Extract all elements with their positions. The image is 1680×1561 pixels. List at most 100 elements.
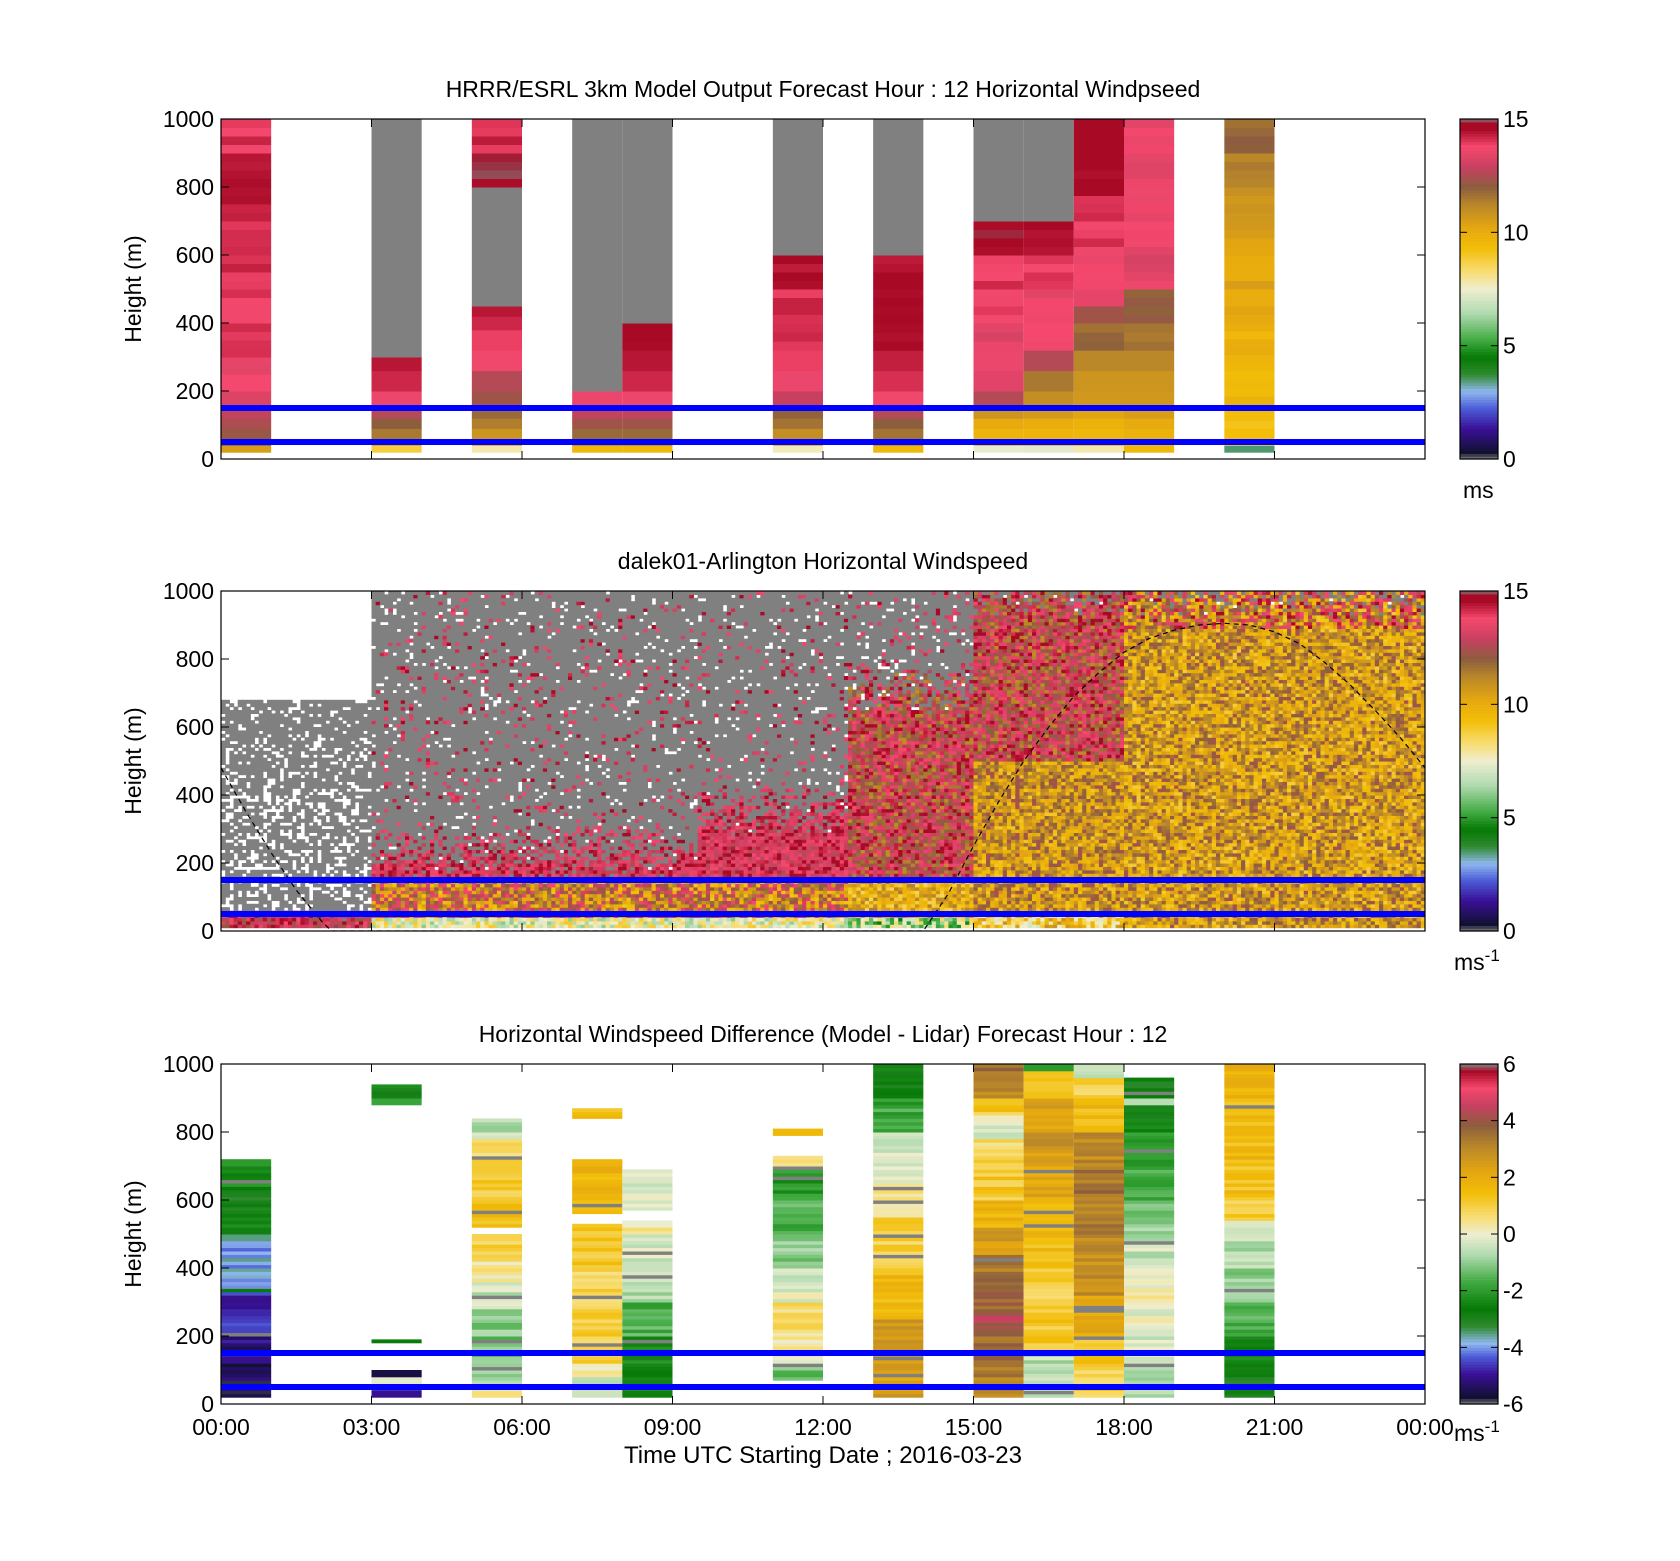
data-cell (1074, 418, 1124, 429)
data-cell (317, 717, 322, 721)
data-column-7 (873, 119, 923, 453)
data-cell (280, 812, 285, 816)
chart-title: HRRR/ESRL 3km Model Output Forecast Hour… (446, 76, 1201, 102)
data-cell (873, 289, 923, 298)
data-cell (1074, 341, 1124, 351)
data-cell (317, 727, 322, 731)
data-cell (1074, 119, 1124, 128)
data-cell (472, 119, 522, 128)
data-cell (305, 700, 310, 704)
data-cell (275, 805, 280, 809)
data-cell (1024, 371, 1074, 392)
data-cell (246, 826, 251, 830)
data-cell (284, 883, 289, 887)
data-cell (263, 894, 268, 898)
data-cell (1224, 247, 1274, 256)
data-cell (284, 836, 289, 840)
data-cell (1074, 323, 1124, 333)
data-cell (1224, 230, 1274, 239)
data-cell (280, 727, 285, 731)
data-cell (873, 391, 923, 405)
data-cell (288, 730, 293, 734)
data-cell (288, 737, 293, 741)
data-cell (1124, 196, 1174, 205)
data-cell (225, 809, 230, 813)
data-cell (271, 700, 276, 704)
data-cell (229, 724, 234, 728)
data-cell (342, 866, 347, 870)
data-cell (250, 904, 255, 908)
data-cell (1224, 420, 1274, 428)
data-cell (1024, 255, 1074, 264)
data-cell (974, 255, 1024, 264)
data-cell (221, 264, 271, 273)
data-cell (250, 863, 255, 867)
data-cell (974, 306, 1024, 315)
data-cell (296, 856, 301, 860)
data-cell (1124, 255, 1174, 264)
data-cell (330, 700, 335, 704)
data-cell (229, 826, 234, 830)
data-cell (1074, 128, 1124, 137)
data-cell (1124, 350, 1174, 371)
data-cell (622, 332, 672, 342)
data-cell (221, 323, 271, 332)
data-cell (334, 700, 339, 704)
data-cell (1124, 289, 1174, 298)
data-cell (334, 887, 339, 891)
data-cell (238, 710, 243, 714)
data-cell (280, 890, 285, 894)
data-cell (1074, 204, 1124, 213)
data-cell (1074, 428, 1124, 439)
data-cell (284, 717, 289, 721)
data-cell (321, 700, 326, 704)
data-cell (326, 724, 331, 728)
data-cell (974, 289, 1024, 298)
data-cell (1024, 350, 1074, 371)
figure: 02004006008001000HRRR/ESRL 3km Model Out… (0, 0, 1680, 1561)
data-cell (267, 761, 272, 765)
data-cell (317, 707, 322, 711)
data-cell (1024, 247, 1074, 256)
data-cell (773, 264, 823, 273)
data-column-6 (773, 119, 823, 453)
data-cell (338, 775, 343, 779)
data-cell (234, 754, 239, 758)
data-cell (1074, 153, 1124, 162)
data-cell (229, 890, 234, 894)
data-cell (267, 805, 272, 809)
data-cell (309, 863, 314, 867)
data-cell (221, 247, 271, 256)
data-cell (225, 907, 230, 911)
data-cell (254, 802, 259, 806)
data-cell (221, 128, 271, 137)
data-cell (1074, 445, 1124, 452)
data-cell (221, 418, 271, 429)
data-cell (271, 812, 276, 816)
data-cell (221, 445, 271, 452)
data-cell (1074, 371, 1124, 392)
data-cell (974, 315, 1024, 324)
data-cell (280, 819, 285, 823)
data-cell (974, 221, 1024, 230)
data-cell (309, 900, 314, 904)
data-cell (1124, 323, 1174, 333)
data-cell (622, 428, 672, 439)
data-cell (974, 350, 1024, 371)
data-cell (221, 306, 271, 315)
data-cell (1224, 371, 1274, 380)
data-cell (1124, 145, 1174, 154)
data-cell (246, 839, 251, 843)
data-cell (873, 315, 923, 324)
data-cell (873, 272, 923, 281)
data-cell (472, 153, 522, 162)
data-cell (1074, 230, 1124, 239)
data-cell (334, 894, 339, 898)
data-cell (242, 819, 247, 823)
data-cell (1024, 289, 1074, 298)
data-cell (1224, 136, 1274, 145)
data-cell (773, 306, 823, 315)
data-cell (225, 843, 230, 847)
data-cell (1124, 272, 1174, 281)
data-cell (221, 119, 271, 128)
